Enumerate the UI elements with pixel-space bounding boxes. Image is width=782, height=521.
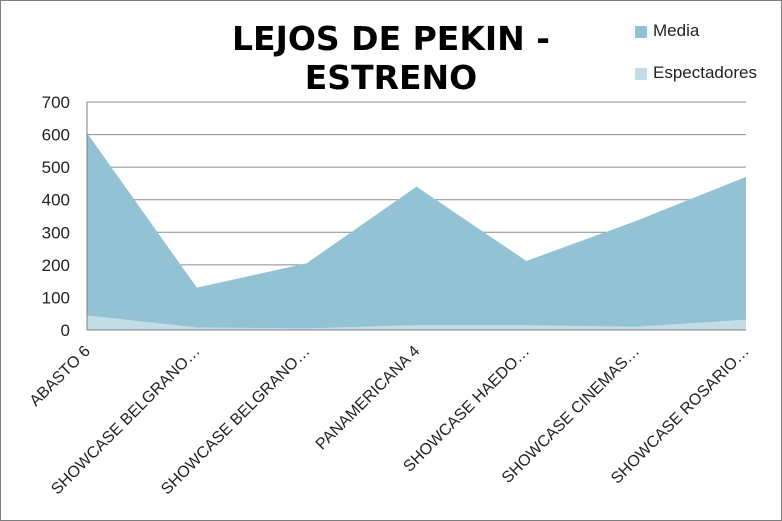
y-tick-label-100: 100 <box>42 288 70 307</box>
area-series-espectadores <box>87 315 746 330</box>
area-series-media <box>87 132 746 330</box>
legend-label-media: Media <box>653 21 700 40</box>
y-tick-label-200: 200 <box>42 256 70 275</box>
legend-item-espectadores: Espectadores <box>635 63 757 83</box>
legend-swatch-espectadores <box>635 67 647 80</box>
legend-swatch-media <box>635 25 647 38</box>
x-tick-label-0: ABASTO 6 <box>27 343 94 410</box>
x-tick-label-3: PANAMERICANA 4 <box>313 343 424 454</box>
legend-label-espectadores: Espectadores <box>653 63 757 82</box>
y-tick-label-500: 500 <box>42 158 70 177</box>
legend-item-media: Media <box>635 21 699 41</box>
y-tick-label-400: 400 <box>42 191 70 210</box>
chart-title: LEJOS DE PEKIN - ESTRENO <box>232 19 550 97</box>
y-tick-label-0: 0 <box>61 321 70 340</box>
y-tick-label-300: 300 <box>42 223 70 242</box>
y-tick-label-700: 700 <box>42 93 70 112</box>
y-tick-label-600: 600 <box>42 126 70 145</box>
x-tick-label-4: SHOWCASE HAEDO… <box>400 343 533 476</box>
